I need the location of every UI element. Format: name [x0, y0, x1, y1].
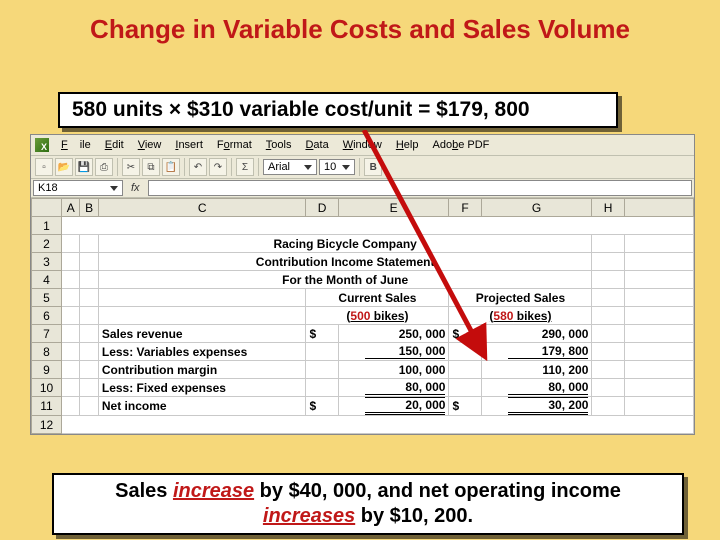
col-h[interactable]: H: [592, 199, 624, 217]
col-g[interactable]: G: [481, 199, 592, 217]
proj-sym-sales: $: [449, 325, 481, 343]
row-7[interactable]: 7: [32, 325, 62, 343]
col-e[interactable]: E: [338, 199, 449, 217]
row-5[interactable]: 5: [32, 289, 62, 307]
formula-bar: K18 fx: [31, 179, 694, 198]
cur-cm: 100, 000: [338, 361, 449, 379]
menu-tools[interactable]: Tools: [260, 137, 298, 153]
row-12[interactable]: 12: [32, 416, 62, 434]
menu-edit[interactable]: Edit: [99, 137, 130, 153]
row-9[interactable]: 9: [32, 361, 62, 379]
excel-icon: X: [35, 138, 49, 152]
row-3[interactable]: 3: [32, 253, 62, 271]
row-4[interactable]: 4: [32, 271, 62, 289]
menu-window[interactable]: Window: [337, 137, 388, 153]
save-icon[interactable]: 💾: [75, 158, 93, 176]
select-all[interactable]: [32, 199, 62, 217]
paste-icon[interactable]: 📋: [162, 158, 180, 176]
current-header: Current Sales: [306, 289, 449, 307]
print-icon[interactable]: ⎙: [95, 158, 113, 176]
label-sales: Sales revenue: [98, 325, 306, 343]
col-c[interactable]: C: [98, 199, 306, 217]
col-scroll: [624, 199, 693, 217]
slide-title: Change in Variable Costs and Sales Volum…: [0, 0, 720, 53]
col-a[interactable]: A: [61, 199, 79, 217]
proj-sales: 290, 000: [481, 325, 592, 343]
cur-sales: 250, 000: [338, 325, 449, 343]
label-ni: Net income: [98, 397, 306, 416]
projected-header: Projected Sales: [449, 289, 592, 307]
menu-file[interactable]: File: [55, 137, 97, 153]
cur-sym-sales: $: [306, 325, 338, 343]
proj-ni: 30, 200: [481, 397, 592, 416]
period: For the Month of June: [98, 271, 592, 289]
callout-top: 580 units × $310 variable cost/unit = $1…: [58, 92, 618, 128]
label-cm: Contribution margin: [98, 361, 306, 379]
menu-data[interactable]: Data: [299, 137, 334, 153]
autosum-icon[interactable]: Σ: [236, 158, 254, 176]
fontsize-select[interactable]: 10: [319, 159, 355, 175]
formula-input[interactable]: [148, 180, 692, 196]
copy-icon[interactable]: ⧉: [142, 158, 160, 176]
cur-ni: 20, 000: [338, 397, 449, 416]
cut-icon[interactable]: ✂: [122, 158, 140, 176]
menu-insert[interactable]: Insert: [169, 137, 209, 153]
proj-cm: 110, 200: [481, 361, 592, 379]
menu-view[interactable]: View: [132, 137, 168, 153]
toolbar: ▫ 📂 💾 ⎙ ✂ ⧉ 📋 ↶ ↷ Σ Arial 10 B: [31, 156, 694, 179]
row-2[interactable]: 2: [32, 235, 62, 253]
proj-var: 179, 800: [481, 343, 592, 361]
row-10[interactable]: 10: [32, 379, 62, 397]
cur-var: 150, 000: [338, 343, 449, 361]
open-icon[interactable]: 📂: [55, 158, 73, 176]
menu-format[interactable]: Format: [211, 137, 258, 153]
row-8[interactable]: 8: [32, 343, 62, 361]
font-select[interactable]: Arial: [263, 159, 317, 175]
callout-bottom: Sales increase by $40, 000, and net oper…: [52, 473, 684, 535]
proj-fixed: 80, 000: [481, 379, 592, 397]
cur-sym-ni: $: [306, 397, 338, 416]
new-icon[interactable]: ▫: [35, 158, 53, 176]
menu-adobe[interactable]: Adobe PDF: [426, 137, 495, 153]
company-name: Racing Bicycle Company: [98, 235, 592, 253]
name-box[interactable]: K18: [33, 180, 123, 196]
label-var: Less: Variables expenses: [98, 343, 306, 361]
undo-icon[interactable]: ↶: [189, 158, 207, 176]
redo-icon[interactable]: ↷: [209, 158, 227, 176]
fx-icon[interactable]: fx: [123, 182, 148, 194]
statement-title: Contribution Income Statement: [98, 253, 592, 271]
excel-window: X File Edit View Insert Format Tools Dat…: [30, 134, 695, 435]
cur-fixed: 80, 000: [338, 379, 449, 397]
row-11[interactable]: 11: [32, 397, 62, 416]
row-1[interactable]: 1: [32, 217, 62, 235]
row-6[interactable]: 6: [32, 307, 62, 325]
bold-button[interactable]: B: [364, 158, 382, 176]
current-bikes: (500 bikes): [306, 307, 449, 325]
col-b[interactable]: B: [80, 199, 98, 217]
menu-bar: X File Edit View Insert Format Tools Dat…: [31, 135, 694, 156]
projected-bikes: (580 bikes): [449, 307, 592, 325]
col-d[interactable]: D: [306, 199, 338, 217]
label-fixed: Less: Fixed expenses: [98, 379, 306, 397]
spreadsheet-grid: A B C D E F G H 1 2 Racing Bicycle Compa…: [31, 198, 694, 434]
menu-help[interactable]: Help: [390, 137, 425, 153]
proj-sym-ni: $: [449, 397, 481, 416]
col-f[interactable]: F: [449, 199, 481, 217]
